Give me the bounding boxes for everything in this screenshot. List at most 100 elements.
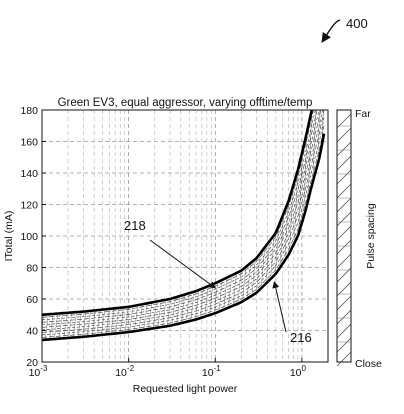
band-hatch	[42, 315, 44, 329]
band-curve	[42, 110, 323, 331]
band-hatch	[54, 314, 58, 338]
series-line-upper-bound	[42, 110, 314, 317]
band-hatch	[63, 313, 68, 338]
band-hatch	[73, 313, 77, 337]
x-axis-label: Requested light power	[133, 383, 238, 395]
pulse-hatch-line	[336, 309, 352, 325]
band-hatch	[200, 289, 204, 317]
pulse-hatch-line	[336, 239, 352, 255]
band-hatch	[298, 160, 303, 227]
band-hatch	[115, 309, 119, 333]
annotation-216-label: 216	[290, 330, 312, 345]
pulse-spacing-label: Pulse spacing	[365, 203, 377, 269]
band-hatch	[167, 300, 171, 325]
band-hatch	[223, 279, 228, 308]
band-hatch	[82, 312, 87, 336]
band-hatch	[186, 294, 190, 321]
band-curve	[42, 110, 314, 318]
band-curve	[42, 110, 318, 323]
x-tick-label: 10-2	[115, 364, 134, 379]
y-tick-label: 100	[20, 231, 38, 243]
band-hatch	[129, 307, 134, 331]
chart-title: Green EV3, equal aggressor, varying offt…	[58, 97, 313, 109]
band-hatch	[237, 272, 242, 302]
y-tick-label: 180	[20, 105, 38, 117]
figure-reference-arrow	[321, 19, 341, 43]
band-hatch	[157, 301, 162, 327]
band-hatch	[153, 302, 157, 328]
band-hatch	[322, 110, 324, 133]
band-hatch	[317, 110, 320, 158]
band-hatch	[214, 283, 218, 312]
band-hatch	[228, 277, 232, 306]
pulse-hatch-line	[336, 253, 352, 269]
band-curve	[42, 117, 325, 336]
band-curve	[42, 125, 325, 338]
annotation-216-arrow	[272, 281, 287, 333]
band-hatch	[284, 207, 289, 257]
x-tick-label: 10-3	[29, 364, 48, 379]
band-hatch	[171, 298, 176, 324]
pulse-hatch-line	[336, 351, 352, 367]
band-hatch	[289, 193, 293, 249]
band-hatch	[148, 303, 152, 328]
band-hatch	[87, 311, 91, 336]
pulse-spacing-bottom-label: Close	[355, 358, 382, 370]
band-hatch	[204, 287, 209, 316]
pulse-spacing-hatching	[336, 113, 352, 367]
figure-reference-number: 400	[346, 16, 368, 31]
y-axis-label: ITotal (mA)	[3, 211, 15, 262]
band-hatch	[190, 293, 195, 320]
y-tick-label: 120	[20, 200, 38, 212]
band-hatch	[195, 291, 199, 319]
y-tick-label: 20	[26, 357, 38, 369]
x-tick-label: 100	[290, 364, 307, 379]
band-hatch	[49, 315, 54, 339]
band-curve	[42, 110, 316, 321]
pulse-hatch-line	[336, 155, 352, 171]
band-hatch	[101, 310, 105, 334]
pulse-spacing-bar	[336, 109, 352, 363]
pulse-hatch-line	[336, 169, 352, 185]
band-hatch	[92, 311, 96, 335]
band-hatch	[124, 308, 129, 332]
band-hatch	[275, 230, 279, 272]
band-hatch	[280, 219, 284, 265]
band-hatch	[294, 177, 298, 240]
band-hatch	[218, 281, 223, 310]
x-tick-label: 10-1	[202, 364, 221, 379]
pulse-hatch-line	[336, 141, 352, 157]
band-hatch	[233, 274, 237, 304]
pulse-hatch-line	[336, 113, 352, 129]
band-hatch	[270, 238, 275, 277]
series-lines	[42, 110, 326, 342]
band-hatch	[110, 309, 115, 333]
y-tick-label: 80	[26, 263, 38, 275]
band-hatch	[139, 305, 143, 330]
pulse-hatch-line	[336, 267, 352, 283]
band-hatch	[77, 312, 82, 337]
band-curve	[42, 110, 325, 333]
band-hatch	[106, 310, 110, 334]
pulse-spacing-scale: Far Close Pulse spacing	[336, 108, 382, 370]
pulse-hatch-line	[336, 337, 352, 353]
band-hatch	[242, 269, 246, 300]
band-hatch	[303, 140, 307, 211]
y-axis: 20 40 60 80 100 120 140 160 180	[20, 105, 46, 369]
pulse-hatch-line	[336, 281, 352, 297]
band-hatch	[120, 308, 124, 332]
annotation-218-label: 218	[124, 218, 146, 233]
band-hatch	[181, 296, 185, 322]
x-axis: 10-3 10-2 10-1 100	[29, 358, 307, 379]
band-curve	[42, 110, 320, 326]
band-hatch	[59, 314, 63, 338]
band-hatch	[251, 261, 256, 294]
band-hatch	[162, 301, 166, 326]
pulse-hatch-line	[336, 127, 352, 143]
band-hatch	[209, 285, 213, 314]
pulse-hatch-line	[336, 211, 352, 227]
pulse-hatch-line	[336, 225, 352, 241]
y-tick-label: 160	[20, 137, 38, 149]
band-hatch	[68, 313, 72, 337]
